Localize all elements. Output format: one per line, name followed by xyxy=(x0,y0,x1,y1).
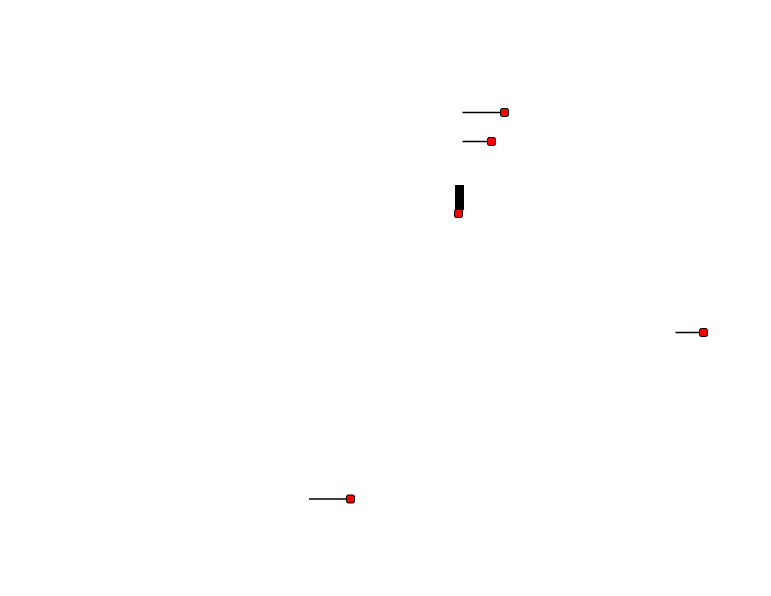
error-bar-thick xyxy=(455,185,464,210)
data-point-marker xyxy=(346,494,355,504)
data-point-marker xyxy=(487,137,496,146)
data-point-marker xyxy=(500,108,509,117)
data-point-marker xyxy=(699,328,708,337)
data-point-marker xyxy=(454,209,463,218)
